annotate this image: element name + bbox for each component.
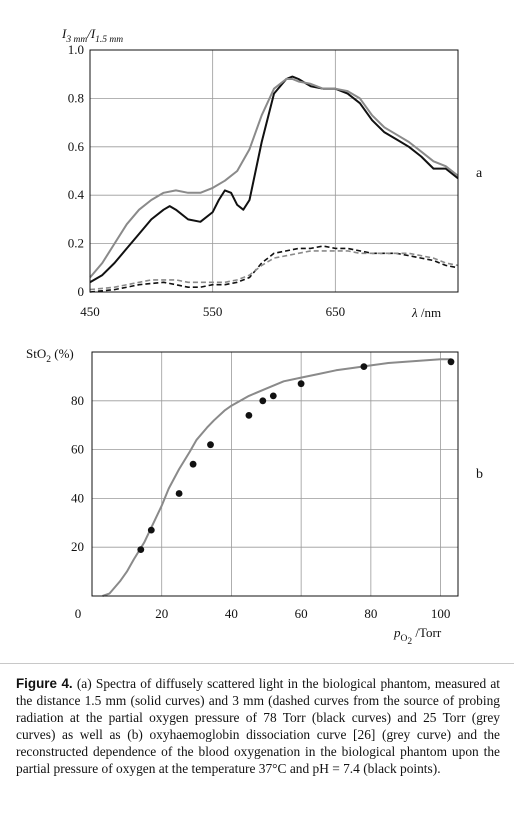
x-tick-label: 60 [295,606,308,621]
y-tick-label: 0.6 [68,139,85,154]
caption-divider [0,663,514,664]
panel-b-y-axis-label: StO2 (%) [26,346,74,365]
spectrum-line-solid [89,78,459,279]
x-tick-label: 0 [75,606,82,621]
data-point [360,363,368,370]
panel-b-label: b [476,467,483,482]
figure-caption: Figure 4. (a) Spectra of diffusely scatt… [16,675,500,777]
caption-label: Figure 4. [16,676,73,691]
y-tick-label: 0.2 [68,236,84,251]
data-point [245,412,253,419]
x-tick-label: 650 [326,304,346,319]
panel-a-y-axis-label: I3 mm/I1.5 mm [61,26,123,45]
spectrum-line-solid [89,75,459,284]
panel-b-grid [92,352,458,596]
y-tick-label: 60 [71,442,84,457]
spectrum-line-dashed [89,250,459,291]
data-point [147,526,155,534]
y-tick-label: 40 [71,490,84,505]
y-tick-label: 1.0 [68,42,84,57]
panel-a-frame [89,49,459,293]
panel-a-grid [90,50,459,292]
panel-b-series [102,358,455,597]
caption-text: (a) Spectra of diffusely scattered light… [16,676,500,776]
panel-b-tick-labels: 0 20 40 60 80 100 20 40 60 80 [71,393,450,621]
panel-b-x-axis-label: pO2 /Torr [393,625,442,647]
y-tick-label: 20 [71,539,84,554]
data-point [207,441,214,449]
x-tick-label: 40 [225,606,238,621]
y-tick-label: 0.8 [68,90,84,105]
panel-a-x-axis-label: λ /nm [411,305,441,320]
panel-a-series [89,75,459,293]
y-tick-label: 0.4 [68,187,85,202]
y-tick-label: 0 [78,284,85,299]
y-tick-label: 80 [71,393,84,408]
data-point [137,546,145,553]
data-point [269,392,277,400]
x-tick-label: 100 [431,606,451,621]
panel-a-tick-labels: 0 0.2 0.4 0.6 0.8 1.0 450 550 650 [68,42,345,319]
x-tick-label: 550 [203,304,223,319]
panel-a-label: a [476,166,483,181]
x-tick-label: 20 [155,606,168,621]
x-tick-label: 80 [364,606,377,621]
data-point [447,358,455,366]
data-point [189,460,197,468]
data-point [175,490,183,497]
dissociation-curve [102,358,451,597]
data-point [259,397,267,405]
data-point [297,380,305,388]
panel-b-frame [91,351,459,597]
x-tick-label: 450 [80,304,100,319]
